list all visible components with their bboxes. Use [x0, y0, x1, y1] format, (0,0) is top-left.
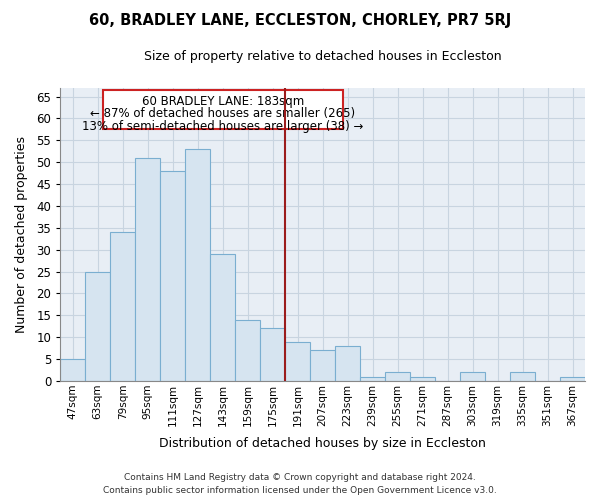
Bar [260, 328, 285, 381]
Bar [560, 376, 585, 381]
Bar [210, 254, 235, 381]
Bar [85, 272, 110, 381]
Text: 60 BRADLEY LANE: 183sqm: 60 BRADLEY LANE: 183sqm [142, 95, 304, 108]
Bar [185, 149, 210, 381]
Bar [60, 359, 85, 381]
Bar [135, 158, 160, 381]
Bar [335, 346, 360, 381]
Bar [160, 171, 185, 381]
Text: ← 87% of detached houses are smaller (265): ← 87% of detached houses are smaller (26… [90, 108, 355, 120]
Bar [310, 350, 335, 381]
Bar [410, 376, 435, 381]
Bar [110, 232, 135, 381]
Bar [285, 342, 310, 381]
Bar [235, 320, 260, 381]
X-axis label: Distribution of detached houses by size in Eccleston: Distribution of detached houses by size … [159, 437, 486, 450]
Y-axis label: Number of detached properties: Number of detached properties [15, 136, 28, 333]
FancyBboxPatch shape [103, 90, 343, 130]
Text: Contains HM Land Registry data © Crown copyright and database right 2024.
Contai: Contains HM Land Registry data © Crown c… [103, 473, 497, 495]
Bar [460, 372, 485, 381]
Bar [360, 376, 385, 381]
Bar [385, 372, 410, 381]
Text: 13% of semi-detached houses are larger (38) →: 13% of semi-detached houses are larger (… [82, 120, 364, 132]
Text: 60, BRADLEY LANE, ECCLESTON, CHORLEY, PR7 5RJ: 60, BRADLEY LANE, ECCLESTON, CHORLEY, PR… [89, 12, 511, 28]
Bar [510, 372, 535, 381]
Title: Size of property relative to detached houses in Eccleston: Size of property relative to detached ho… [144, 50, 502, 63]
